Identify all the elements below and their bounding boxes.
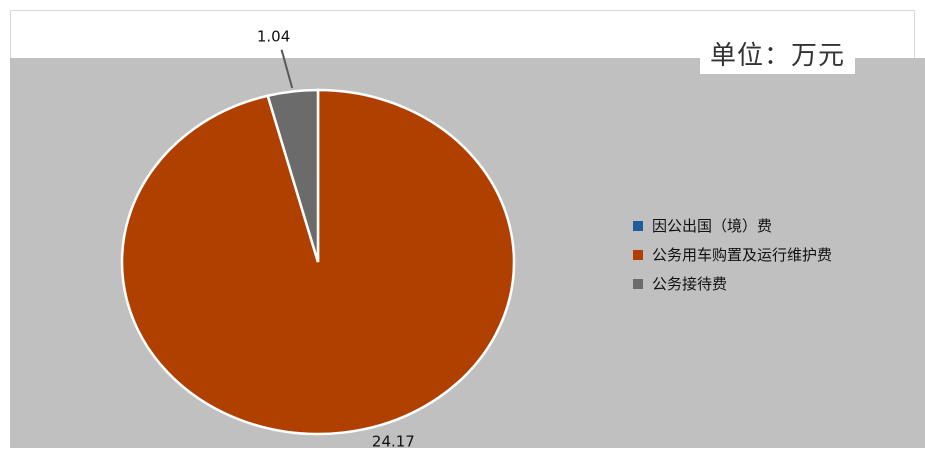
unit-label: 单位：万元	[700, 38, 856, 74]
legend-label-2: 公务接待费	[652, 275, 728, 293]
legend-item-1: 公务用车购置及运行维护费	[633, 240, 832, 269]
legend-item-2: 公务接待费	[633, 269, 832, 298]
legend: 因公出国（境）费公务用车购置及运行维护费 公务接待费	[633, 211, 832, 298]
legend-item-0: 因公出国（境）费	[633, 211, 832, 240]
legend-label-1: 公务用车购置及运行维护费	[652, 246, 833, 264]
leader-line-2	[280, 49, 294, 89]
legend-swatch-0	[633, 220, 643, 231]
legend-swatch-2	[633, 278, 643, 289]
pie-slice-2	[266, 88, 320, 263]
data-label-2: 1.04	[257, 28, 290, 46]
legend-swatch-1	[633, 249, 643, 260]
data-label-1: 24.17	[372, 433, 415, 451]
legend-label-0: 因公出国（境）费	[652, 217, 773, 235]
